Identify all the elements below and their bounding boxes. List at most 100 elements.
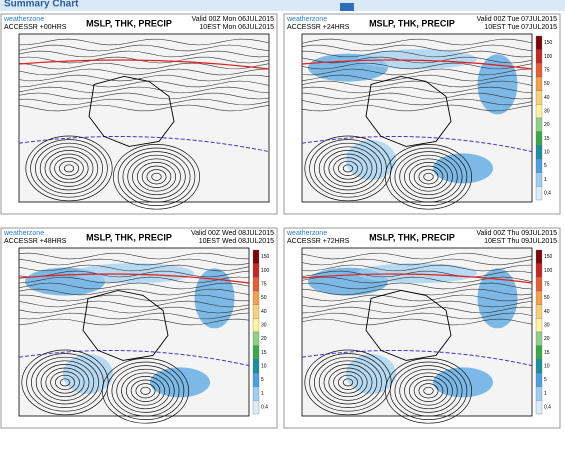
colorbar-swatch — [252, 331, 260, 346]
colorbar-swatch — [535, 117, 543, 132]
pressure-contour — [328, 153, 368, 184]
isobar — [301, 300, 533, 308]
colorbar-swatch — [535, 386, 543, 401]
pressure-contour — [151, 172, 162, 181]
valid-time: Valid 00Z Thu 09JUL2015 — [476, 230, 557, 237]
pressure-contour — [54, 157, 84, 180]
coastline — [365, 75, 452, 147]
isobar — [301, 50, 533, 58]
pressure-contour — [117, 147, 196, 206]
pressure-contour — [39, 146, 99, 191]
colorbar-label: 15 — [261, 350, 267, 356]
pressure-contour — [141, 165, 172, 188]
map — [18, 247, 250, 424]
local-time: 10EST Thu 09JUL2015 — [484, 238, 557, 245]
pressure-contour — [333, 371, 363, 394]
pressure-contour — [423, 386, 434, 395]
colorbar-label: 10 — [544, 363, 550, 369]
pressure-contour — [333, 157, 363, 180]
colorbar-label: 50 — [544, 295, 550, 301]
colorbar-swatch — [252, 263, 260, 278]
pressure-contour — [309, 353, 387, 412]
colorbar-label: 150 — [544, 40, 553, 46]
isobar — [18, 270, 250, 278]
thickness-line — [18, 350, 250, 367]
colorbar-label: 75 — [544, 67, 550, 73]
colorbar-swatch — [535, 304, 543, 319]
colorbar-swatch — [535, 145, 543, 160]
isobar — [301, 38, 533, 46]
map-title: MSLP, THK, PRECIP — [86, 232, 172, 242]
brand: weatherzone — [3, 230, 44, 237]
pressure-contour — [318, 146, 378, 191]
thickness-line — [301, 273, 533, 284]
pressure-contour — [423, 172, 434, 181]
pressure-contour — [132, 158, 181, 196]
colorbar-label: 5 — [544, 377, 547, 383]
colorbar-label: 100 — [261, 268, 270, 274]
map-title: MSLP, THK, PRECIP — [369, 232, 455, 242]
isobar — [18, 80, 270, 88]
colorbar-label: 0.4 — [544, 190, 551, 196]
pressure-contour — [418, 169, 439, 185]
pressure-contour — [404, 158, 453, 196]
pressure-contour — [25, 135, 113, 202]
colorbar-swatch — [252, 400, 260, 415]
pressure-contour — [21, 349, 109, 416]
map — [301, 247, 533, 424]
coastline — [88, 75, 175, 147]
pressure-contour — [44, 150, 94, 187]
page-title: Summary Chart — [4, 0, 79, 10]
pressure-contour — [55, 374, 75, 390]
colorbar-swatch — [252, 372, 260, 387]
colorbar-label: 100 — [544, 54, 553, 60]
isobar — [18, 44, 270, 52]
colorbar-label: 0.4 — [544, 404, 551, 410]
isobar — [18, 62, 270, 70]
isobar — [301, 86, 533, 94]
colorbar-swatch — [535, 90, 543, 105]
map-title: MSLP, THK, PRECIP — [86, 18, 172, 28]
isobar — [18, 50, 270, 58]
colorbar-label: 10 — [544, 149, 550, 155]
isobar — [18, 74, 270, 82]
isobar — [301, 68, 533, 76]
pressure-contour — [116, 368, 175, 413]
colorbar-swatch — [535, 345, 543, 360]
colorbar-swatch — [535, 277, 543, 292]
pressure-contour — [342, 164, 354, 173]
top-strip — [0, 0, 565, 11]
colorbar-swatch — [535, 104, 543, 119]
colorbar-label: 15 — [544, 350, 550, 356]
colorbar-swatch — [252, 304, 260, 319]
colorbar-swatch — [535, 76, 543, 91]
pressure-contour — [408, 162, 449, 192]
colorbar-swatch — [252, 290, 260, 305]
colorbar-swatch — [252, 318, 260, 333]
brand: weatherzone — [286, 230, 327, 237]
pressure-contour — [146, 169, 167, 185]
precip-area — [477, 54, 518, 115]
isobar — [18, 306, 250, 314]
isobar — [301, 318, 533, 326]
pressure-contour — [59, 160, 79, 176]
colorbar-label: 15 — [544, 136, 550, 142]
isobar — [18, 294, 250, 302]
isobar — [18, 258, 250, 266]
colorbar-label: 30 — [544, 108, 550, 114]
isobar — [301, 294, 533, 302]
pressure-contour — [101, 358, 190, 424]
isobar — [18, 264, 250, 272]
pressure-contour — [140, 386, 151, 395]
colorbar-label: 0.4 — [261, 404, 268, 410]
pressure-contour — [314, 142, 382, 194]
pressure-contour — [304, 135, 392, 202]
isobar — [18, 312, 250, 320]
pressure-contour — [328, 367, 368, 398]
pressure-contour — [111, 365, 180, 417]
colorbar-label: 5 — [261, 377, 264, 383]
isobar — [18, 98, 270, 106]
pressure-contour — [127, 154, 186, 199]
thickness-line — [18, 59, 270, 70]
